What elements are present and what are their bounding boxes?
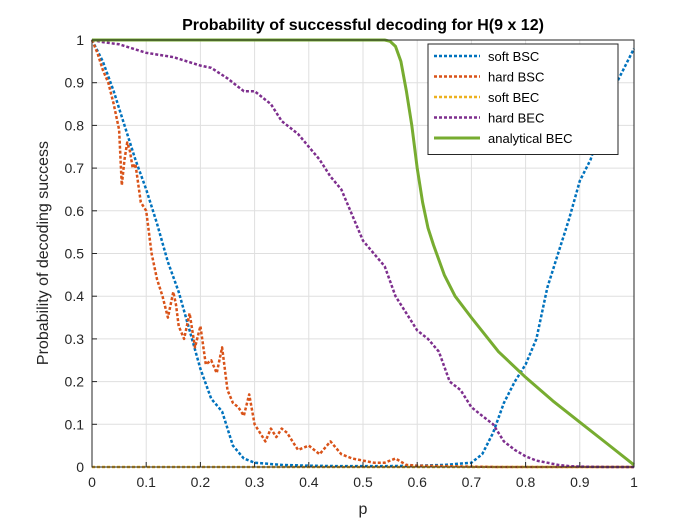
x-axis-label: p	[359, 501, 368, 518]
x-tick-label: 0	[88, 474, 96, 490]
series-line-hard-bec	[91, 38, 634, 469]
x-tick-label: 0.5	[353, 474, 373, 490]
y-tick-label: 0.8	[65, 117, 85, 133]
y-tick-label: 1	[76, 32, 84, 48]
y-tick-label: 0.9	[65, 75, 85, 91]
x-tick-label: 0.6	[407, 474, 427, 490]
y-tick-label: 0.4	[65, 288, 85, 304]
x-tick-label: 0.4	[299, 474, 319, 490]
legend-label: analytical BEC	[488, 131, 573, 146]
chart-title: Probability of successful decoding for H…	[182, 17, 544, 34]
x-tick-label: 0.9	[570, 474, 590, 490]
y-tick-label: 0.7	[65, 160, 85, 176]
x-tick-label: 0.7	[462, 474, 482, 490]
y-tick-label: 0	[76, 459, 84, 475]
y-tick-label: 0.3	[65, 331, 85, 347]
y-tick-label: 0.6	[65, 203, 85, 219]
y-tick-label: 0.1	[65, 416, 85, 432]
y-tick-label: 0.5	[65, 246, 85, 262]
legend: soft BSC hard BSC soft BEC hard BEC analytic…	[427, 43, 619, 155]
legend-label: soft BSC	[488, 49, 539, 64]
x-tick-label: 1	[630, 474, 638, 490]
legend-label: hard BEC	[488, 111, 544, 126]
y-axis-label: Probability of decoding success	[35, 141, 52, 365]
x-tick-label: 0.8	[516, 474, 536, 490]
legend-box	[427, 43, 619, 155]
x-tick-label: 0.2	[191, 474, 211, 490]
y-tick-label: 0.2	[65, 374, 85, 390]
ticks: 0 0.1 0.2 0.3 0.4 0.5 0.6 0.7 0.8 0.9 1 0 0.1 0.2 0.3 0…	[65, 32, 639, 490]
x-tick-label: 0.3	[245, 474, 265, 490]
legend-label: soft BEC	[488, 90, 539, 105]
legend-label: hard BSC	[488, 70, 544, 85]
series-line-hard-bsc	[90, 39, 634, 469]
x-tick-label: 0.1	[136, 474, 156, 490]
